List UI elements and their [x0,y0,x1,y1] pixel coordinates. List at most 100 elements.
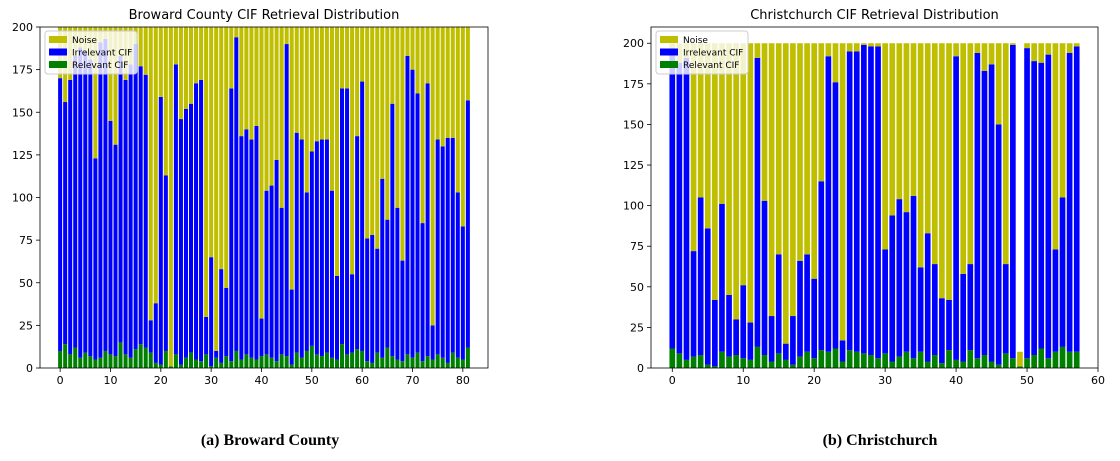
bar-relevant-cif [209,366,214,368]
bar-irrelevant-cif [98,42,103,358]
x-tick-label: 50 [1020,374,1034,387]
bar-irrelevant-cif [465,100,470,348]
bar-relevant-cif [775,353,782,368]
bar-noise [113,27,118,145]
chart-0: Broward County CIF Retrieval Distributio… [12,8,489,387]
bar-noise [1052,43,1059,250]
bar-noise [153,27,158,304]
bar-noise [1031,43,1037,62]
bar-noise [204,27,209,317]
bar-relevant-cif [967,350,974,368]
bar-relevant-cif [375,352,380,368]
bar-irrelevant-cif [924,233,931,362]
bar-noise [974,43,981,53]
bar-irrelevant-cif [314,141,319,355]
bar-noise [726,43,732,295]
bar-relevant-cif [988,361,995,368]
bar-noise [967,43,974,265]
bar-relevant-cif [395,359,400,368]
bar-noise [903,43,910,213]
bar-relevant-cif [811,358,818,368]
bar-relevant-cif [410,357,415,368]
bar-irrelevant-cif [309,151,314,346]
bar-noise [304,27,309,193]
bar-noise [93,27,98,159]
bar-irrelevant-cif [733,319,739,356]
bar-irrelevant-cif [400,260,405,362]
bar-irrelevant-cif [118,55,123,343]
bar-relevant-cif [355,349,360,368]
bar-irrelevant-cif [931,264,938,356]
bar-irrelevant-cif [782,343,789,360]
caption-a: (a) Broward County [200,432,340,449]
bar-relevant-cif [58,350,63,368]
bar-relevant-cif [173,354,178,368]
x-tick-label: 60 [355,374,369,387]
bar-relevant-cif [995,364,1002,368]
bar-noise [719,43,725,204]
bar-irrelevant-cif [345,88,350,355]
bar-noise [239,27,244,137]
bar-noise [946,43,952,300]
bar-irrelevant-cif [676,62,683,354]
bar-relevant-cif [319,356,324,368]
bar-noise [194,27,199,84]
bar-relevant-cif [1052,351,1059,368]
bar-irrelevant-cif [889,215,896,362]
bar-irrelevant-cif [995,124,1002,365]
y-tick-label: 100 [12,192,33,205]
bar-noise [1059,43,1066,198]
bar-irrelevant-cif [896,199,903,357]
bar-irrelevant-cif [882,249,888,354]
bar-noise [818,43,825,182]
bar-relevant-cif [825,351,832,368]
bar-relevant-cif [875,358,881,368]
bar-relevant-cif [304,350,309,368]
bar-relevant-cif [324,352,329,368]
bar-relevant-cif [254,359,259,368]
bar-relevant-cif [846,350,853,368]
bar-irrelevant-cif [334,275,340,360]
bar-noise [1066,43,1073,53]
y-tick-label: 150 [623,118,644,131]
bar-irrelevant-cif [385,219,390,348]
bar-relevant-cif [1038,348,1045,368]
bar-irrelevant-cif [420,223,425,362]
bar-noise [340,27,345,89]
legend-swatch [660,36,678,43]
bar-irrelevant-cif [219,269,224,363]
y-tick-label: 75 [630,240,644,253]
bar-irrelevant-cif [415,93,420,353]
bar-irrelevant-cif [1038,62,1045,349]
legend-box [44,30,138,75]
bar-noise [380,27,385,179]
bar-irrelevant-cif [289,289,294,365]
bar-irrelevant-cif [204,316,209,355]
bar-irrelevant-cif [917,267,924,352]
bar-relevant-cif [712,366,718,368]
bar-noise [1024,43,1030,49]
bar-irrelevant-cif [123,79,128,355]
bar-relevant-cif [314,354,319,368]
y-tick-label: 0 [26,362,33,375]
bar-noise [405,27,410,56]
bar-irrelevant-cif [224,287,229,357]
bar-irrelevant-cif [690,251,697,357]
x-tick-label: 50 [305,374,319,387]
y-tick-label: 125 [12,149,33,162]
bar-relevant-cif [345,354,350,368]
bar-noise [435,27,440,140]
bar-noise [214,27,219,351]
bar-irrelevant-cif [861,44,867,354]
bar-noise [334,27,340,276]
bar-irrelevant-cif [380,178,385,358]
bar-noise [1010,43,1016,45]
bar-irrelevant-cif [683,57,690,360]
bar-irrelevant-cif [455,192,460,358]
bar-relevant-cif [440,357,445,368]
bar-relevant-cif [178,364,183,368]
bar-noise [747,43,754,323]
legend-swatch [49,36,67,43]
bar-relevant-cif [108,354,113,368]
bar-relevant-cif [974,358,981,368]
